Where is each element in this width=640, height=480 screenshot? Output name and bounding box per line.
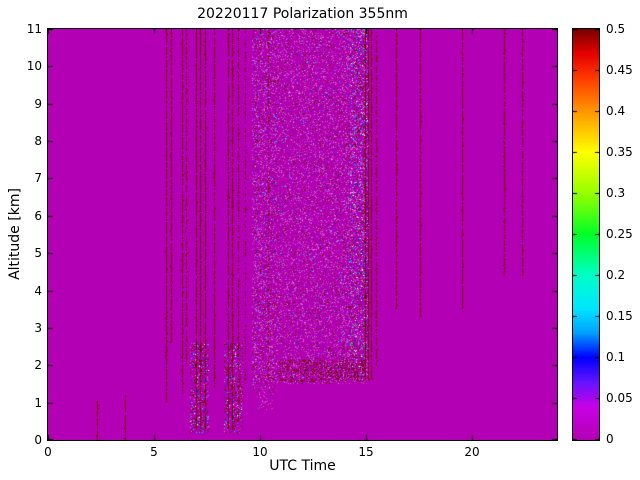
colorbar-tick-label: 0 bbox=[606, 432, 614, 446]
colorbar-tick-label: 0.25 bbox=[606, 227, 633, 241]
colorbar-canvas bbox=[572, 28, 600, 441]
y-tick-label: 10 bbox=[26, 59, 42, 73]
x-axis-label: UTC Time bbox=[269, 458, 336, 474]
y-tick-label: 11 bbox=[26, 22, 42, 36]
y-tick-label: 7 bbox=[34, 171, 42, 185]
chart-title: 20220117 Polarization 355nm bbox=[197, 6, 408, 22]
x-tick-label: 0 bbox=[44, 445, 52, 459]
y-tick-label: 8 bbox=[34, 134, 42, 148]
x-tick-label: 10 bbox=[252, 445, 268, 459]
x-tick-label: 20 bbox=[464, 445, 480, 459]
y-tick-label: 4 bbox=[34, 284, 42, 298]
y-tick-label: 1 bbox=[34, 396, 42, 410]
colorbar-tick-label: 0.5 bbox=[606, 22, 626, 36]
colorbar-tick-label: 0.1 bbox=[606, 350, 626, 364]
y-axis-label: Altitude [km] bbox=[7, 188, 23, 280]
colorbar-tick-label: 0.4 bbox=[606, 104, 626, 118]
y-tick-label: 9 bbox=[34, 97, 42, 111]
colorbar-tick-label: 0.15 bbox=[606, 309, 633, 323]
y-tick-label: 6 bbox=[34, 209, 42, 223]
y-tick-label: 3 bbox=[34, 321, 42, 335]
x-tick-label: 15 bbox=[358, 445, 374, 459]
colorbar-tick-label: 0.45 bbox=[606, 63, 633, 77]
y-tick-label: 5 bbox=[34, 246, 42, 260]
heatmap-canvas bbox=[47, 28, 558, 441]
y-tick-label: 2 bbox=[34, 358, 42, 372]
colorbar-tick-label: 0.05 bbox=[606, 391, 633, 405]
colorbar-tick-label: 0.35 bbox=[606, 145, 633, 159]
y-tick-label: 0 bbox=[34, 433, 42, 447]
colorbar-tick-label: 0.3 bbox=[606, 186, 626, 200]
x-tick-label: 5 bbox=[150, 445, 158, 459]
colorbar-tick-label: 0.2 bbox=[606, 268, 626, 282]
